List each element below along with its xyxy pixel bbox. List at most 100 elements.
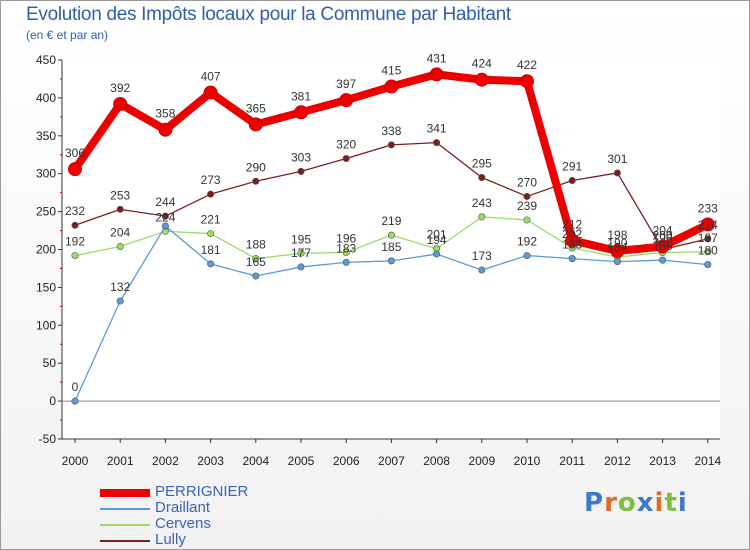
data-label-perrignier: 358 — [155, 107, 175, 121]
data-label-lully: 303 — [291, 150, 311, 164]
data-point-draillant — [252, 272, 260, 280]
data-point-lully — [704, 235, 712, 243]
data-point-draillant — [342, 258, 350, 266]
x-tick-label: 2010 — [514, 454, 541, 468]
legend-swatch — [100, 540, 150, 542]
data-label-cervens: 221 — [201, 213, 221, 227]
data-point-cervens — [207, 230, 215, 238]
legend-item-perrignier: PERRIGNIER — [100, 483, 300, 501]
data-label-cervens: 196 — [653, 232, 673, 246]
data-point-perrignier — [248, 117, 263, 132]
data-point-lully — [252, 177, 260, 185]
y-tick-label: 300 — [36, 167, 56, 181]
legend-swatch — [100, 524, 150, 526]
data-label-perrignier: 365 — [246, 101, 266, 115]
data-label-cervens: 190 — [607, 236, 627, 250]
data-point-draillant — [297, 263, 305, 271]
data-point-perrignier — [429, 67, 444, 82]
data-point-draillant — [704, 261, 712, 269]
y-tick-label: 100 — [36, 318, 56, 332]
data-label-cervens: 202 — [562, 227, 582, 241]
data-label-lully: 244 — [155, 195, 175, 209]
data-point-lully — [342, 155, 350, 163]
x-tick-label: 2007 — [378, 454, 405, 468]
data-label-lully: 290 — [246, 160, 266, 174]
y-tick-label: -50 — [39, 432, 57, 446]
data-point-perrignier — [158, 122, 173, 137]
legend-label: Draillant — [155, 499, 211, 516]
x-tick-label: 2000 — [62, 454, 89, 468]
data-point-cervens — [523, 216, 531, 224]
data-label-lully: 341 — [427, 122, 447, 136]
legend-swatch — [100, 508, 150, 510]
y-tick-label: 50 — [43, 356, 57, 370]
data-point-cervens — [342, 249, 350, 257]
data-label-lully: 320 — [336, 138, 356, 152]
data-label-lully: 232 — [65, 204, 85, 218]
data-point-lully — [523, 192, 531, 200]
data-label-cervens: 188 — [246, 238, 266, 252]
legend-label: PERRIGNIER — [155, 483, 249, 500]
data-point-lully — [387, 141, 395, 149]
data-label-cervens: 201 — [427, 228, 447, 242]
data-label-lully: 338 — [381, 124, 401, 138]
data-label-perrignier: 407 — [201, 70, 221, 84]
x-tick-label: 2009 — [468, 454, 495, 468]
data-point-cervens — [297, 249, 305, 257]
data-point-perrignier — [610, 244, 625, 259]
data-point-perrignier — [294, 105, 308, 120]
data-point-perrignier — [384, 79, 399, 94]
data-point-draillant — [161, 222, 169, 230]
proxiti-logo: Proxiti — [584, 488, 688, 518]
legend: PERRIGNIER Draillant Cervens Lully — [100, 483, 300, 549]
chart-subtitle: (en € et par an) — [26, 28, 109, 42]
legend-swatch — [100, 489, 150, 497]
data-label-perrignier: 212 — [562, 217, 582, 231]
data-label-cervens: 243 — [472, 196, 492, 210]
x-tick-label: 2008 — [423, 454, 450, 468]
data-label-cervens: 219 — [381, 214, 401, 228]
data-point-perrignier — [565, 233, 580, 248]
data-point-lully — [297, 167, 305, 175]
data-point-draillant — [568, 255, 576, 263]
data-label-perrignier: 415 — [381, 64, 401, 78]
data-point-lully — [568, 177, 576, 185]
x-tick-label: 2012 — [604, 454, 631, 468]
y-tick-label: 400 — [36, 91, 56, 105]
data-label-perrignier: 424 — [472, 57, 492, 71]
data-label-lully: 253 — [110, 188, 130, 202]
data-label-draillant: 186 — [653, 239, 673, 253]
data-point-lully — [478, 173, 486, 181]
y-tick-label: 0 — [49, 394, 56, 408]
data-label-perrignier: 381 — [291, 89, 311, 103]
data-label-perrignier: 198 — [607, 228, 627, 242]
data-point-perrignier — [339, 93, 354, 108]
data-label-perrignier: 204 — [653, 223, 673, 237]
data-point-lully — [433, 139, 441, 147]
data-label-draillant: 165 — [246, 255, 266, 269]
y-tick-label: 350 — [36, 129, 56, 143]
data-label-cervens: 196 — [336, 232, 356, 246]
data-label-draillant: 194 — [427, 233, 447, 247]
x-tick-label: 2004 — [242, 454, 269, 468]
data-point-perrignier — [700, 217, 715, 232]
data-label-lully: 291 — [562, 160, 582, 174]
data-label-draillant: 132 — [110, 280, 130, 294]
data-point-cervens — [478, 213, 486, 221]
data-label-perrignier: 233 — [698, 201, 718, 215]
y-tick-label: 450 — [36, 53, 56, 67]
y-tick-label: 250 — [36, 205, 56, 219]
x-tick-label: 2013 — [649, 454, 676, 468]
data-label-draillant: 185 — [381, 240, 401, 254]
data-label-lully: 301 — [607, 152, 627, 166]
data-point-lully — [161, 212, 169, 220]
x-tick-label: 2001 — [107, 454, 134, 468]
x-tick-label: 2006 — [333, 454, 360, 468]
data-point-perrignier — [520, 74, 534, 89]
legend-label: Lully — [155, 531, 186, 548]
x-tick-label: 2003 — [197, 454, 224, 468]
data-label-draillant: 0 — [72, 380, 79, 394]
data-point-perrignier — [68, 162, 82, 177]
data-label-perrignier: 306 — [65, 146, 85, 160]
data-point-perrignier — [474, 72, 489, 87]
